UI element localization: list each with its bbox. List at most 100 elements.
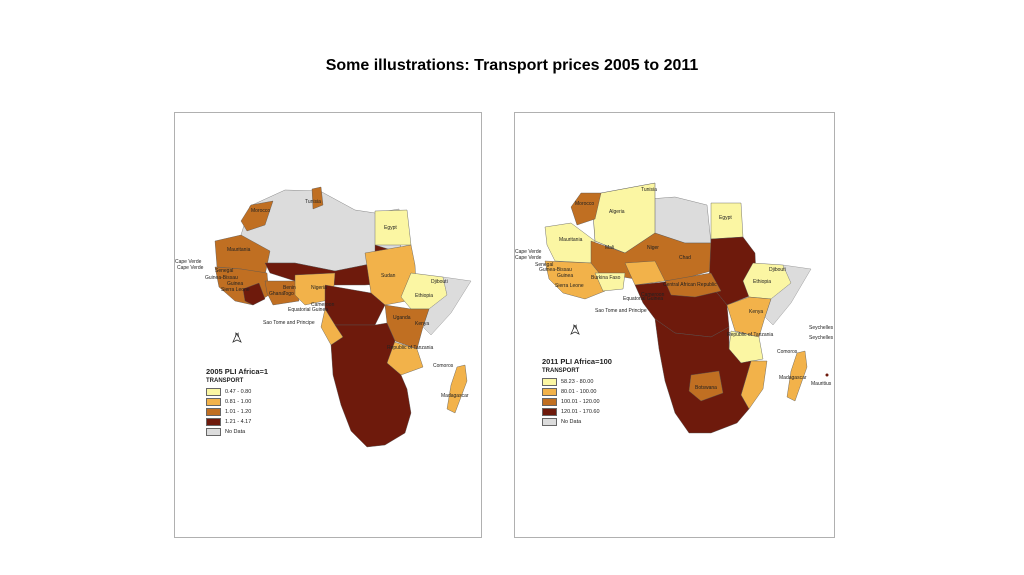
- region-madagascar: [786, 350, 808, 402]
- region-mauritius: [825, 373, 829, 377]
- region-south: [330, 322, 412, 448]
- legend-swatch: [206, 388, 221, 396]
- legend-label: 1.01 - 1.20: [225, 409, 252, 415]
- legend-swatch: [542, 408, 557, 416]
- map-label: Comoros: [433, 363, 454, 369]
- map-label: Tunisia: [641, 187, 657, 193]
- slide-title: Some illustrations: Transport prices 200…: [325, 57, 699, 74]
- map-label: Republic of Tanzania: [387, 345, 434, 351]
- legend-title: 2011 PLI Africa=100: [542, 357, 612, 366]
- region-guinea: [242, 282, 266, 306]
- map-label: Djibouti: [431, 279, 448, 285]
- map-label: Cape Verde: [515, 249, 542, 255]
- map-label: Chad: [679, 255, 691, 261]
- legend-item: 1.21 - 4.17: [206, 417, 268, 427]
- legend-item: 1.01 - 1.20: [206, 407, 268, 417]
- map-label: Uganda: [393, 315, 411, 321]
- region-tunisia: [311, 186, 324, 210]
- map-label: Republic of Tanzania: [727, 332, 774, 338]
- legend-label: No Data: [225, 429, 246, 435]
- region-mauritania: [544, 222, 596, 264]
- map-label: Sao Tome and Principe: [595, 308, 647, 314]
- north-arrow-icon: N: [569, 325, 581, 335]
- map-label: Morocco: [251, 208, 270, 214]
- map-label: Niger: [647, 245, 659, 251]
- map-label: Cape Verde: [515, 255, 542, 261]
- map-label: Mali: [605, 245, 614, 251]
- legend-subtitle: TRANSPORT: [542, 368, 580, 374]
- region-somalia: [764, 264, 812, 326]
- map-label: Senegal: [215, 268, 233, 274]
- region-madagascar: [446, 364, 468, 414]
- legend-item: No Data: [542, 417, 612, 427]
- map-label: Ethiopia: [415, 293, 433, 299]
- map-label: Sao Tome and Principe: [263, 320, 315, 326]
- map-label: Nigeria: [311, 285, 327, 291]
- legend-label: No Data: [561, 419, 582, 425]
- map-label: Comoros: [777, 349, 798, 355]
- map-label: Mauritania: [559, 237, 583, 243]
- map-label: Guinea-Bissau: [539, 267, 572, 273]
- map-label: Cameroon: [311, 302, 335, 308]
- legend-swatch: [206, 408, 221, 416]
- map-label: Tunisia: [305, 199, 321, 205]
- region-ghana-benin: [264, 280, 300, 306]
- region-kenya: [726, 296, 772, 338]
- north-label: N: [572, 325, 578, 331]
- map-panel-2011: Morocco Tunisia Algeria Egypt Mauritania…: [514, 112, 835, 538]
- map-label: Seychelles: [809, 325, 834, 331]
- map-label: Egypt: [719, 215, 732, 221]
- map-label: Sudan: [381, 273, 396, 279]
- legend-swatch: [542, 378, 557, 386]
- map-label: Togo: [283, 291, 294, 297]
- map-label: Senegal: [535, 262, 553, 268]
- legend-swatch: [542, 398, 557, 406]
- legend-swatch: [206, 398, 221, 406]
- map-label: Mauritania: [227, 247, 251, 253]
- map-label: Kenya: [415, 321, 429, 327]
- region-morocco: [570, 192, 602, 226]
- legend-label: 0.47 - 0.80: [225, 389, 252, 395]
- north-arrow-icon: N: [231, 333, 243, 343]
- region-botswana: [688, 370, 724, 402]
- legend-label: 58.23 - 80.00: [561, 379, 594, 385]
- map-label: Cameroon: [641, 292, 665, 298]
- legend-item: 0.47 - 0.80: [206, 387, 268, 397]
- legend-swatch: [542, 418, 557, 426]
- map-label: Ethiopia: [753, 279, 771, 285]
- legend-subtitle: TRANSPORT: [206, 378, 244, 384]
- map-label: Cape Verde: [175, 259, 202, 265]
- legend-label: 1.21 - 4.17: [225, 419, 252, 425]
- map-label: Madagascar: [441, 393, 469, 399]
- map-label: Sierra Leone: [555, 283, 584, 289]
- map-2005: Morocco Tunisia Egypt Mauritania Cape Ve…: [175, 186, 472, 448]
- map-label: Equatorial Guinea: [623, 296, 663, 302]
- map-2011: Morocco Tunisia Algeria Egypt Mauritania…: [515, 182, 834, 434]
- map-panel-2005: Morocco Tunisia Egypt Mauritania Cape Ve…: [174, 112, 482, 538]
- legend-swatch: [206, 428, 221, 436]
- map-label: Mauritius: [811, 381, 832, 387]
- region-west-coast: [544, 260, 606, 300]
- north-label: N: [234, 333, 240, 339]
- legend-label: 100.01 - 120.00: [561, 399, 600, 405]
- map-label: Djibouti: [769, 267, 786, 273]
- map-label: Algeria: [609, 209, 625, 215]
- legend-item: 0.81 - 1.00: [206, 397, 268, 407]
- map-label: Benin: [283, 285, 296, 291]
- legend-item: 80.01 - 100.00: [542, 387, 612, 397]
- map-label: Ghana: [269, 291, 284, 297]
- region-morocco: [240, 200, 274, 232]
- map-label: Madagascar: [779, 375, 807, 381]
- map-label: Burkina Faso: [591, 275, 621, 281]
- map-label: Guinea-Bissau: [205, 275, 238, 281]
- legend-label: 80.01 - 100.00: [561, 389, 597, 395]
- legend-label: 120.01 - 170.60: [561, 409, 600, 415]
- region-egypt: [710, 202, 744, 240]
- legend-2011: 2011 PLI Africa=100 TRANSPORT 58.23 - 80…: [542, 357, 612, 427]
- region-burkina: [594, 272, 626, 292]
- legend-swatch: [206, 418, 221, 426]
- map-label: Guinea: [557, 273, 573, 279]
- region-somalia: [422, 276, 472, 336]
- map-label: Equatorial Guinea: [288, 307, 328, 313]
- legend-item: 58.23 - 80.00: [542, 377, 612, 387]
